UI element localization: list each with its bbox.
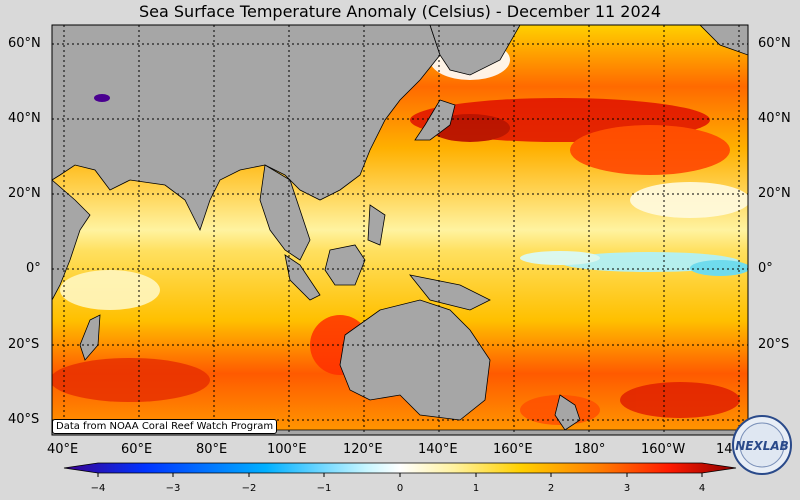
cold-lake-patch xyxy=(94,94,110,102)
lat-label-right: 0° xyxy=(758,261,773,276)
land-masses xyxy=(52,25,748,435)
map-frame xyxy=(51,24,749,436)
colorbar-ticks xyxy=(97,473,703,477)
lat-label-right: 40°N xyxy=(758,111,791,126)
graticule xyxy=(52,25,748,435)
colorbar-tick-label: −1 xyxy=(316,483,332,494)
colorbar-tick-label: 0 xyxy=(396,483,404,494)
lat-label-right: 20°S xyxy=(758,337,790,352)
lon-label: 140°E xyxy=(418,442,458,457)
data-credit: Data from NOAA Coral Reef Watch Program xyxy=(52,419,278,434)
colorbar-tick-label: 4 xyxy=(698,483,706,494)
lat-label-left: 20°S xyxy=(8,337,40,352)
colorbar-tick-label: −3 xyxy=(165,483,181,494)
lat-label-left: 40°S xyxy=(8,412,40,427)
lon-label: 100°E xyxy=(267,442,307,457)
colorbar-tick-label: 2 xyxy=(547,483,555,494)
lat-label-left: 0° xyxy=(26,261,41,276)
nexlab-logo-icon: NEXLAB xyxy=(732,415,792,475)
lat-label-left: 60°N xyxy=(8,36,41,51)
colorbar-tick-label: −4 xyxy=(90,483,106,494)
lon-label: 60°E xyxy=(121,442,153,457)
colorbar-tick-label: 1 xyxy=(472,483,480,494)
colorbar-tick-label: 3 xyxy=(623,483,631,494)
lat-label-left: 40°N xyxy=(8,111,41,126)
lat-label-left: 20°N xyxy=(8,186,41,201)
lon-label: 180° xyxy=(574,442,606,457)
lon-label: 160°W xyxy=(641,442,686,457)
colorbar xyxy=(63,462,737,474)
lon-label: 80°E xyxy=(196,442,228,457)
colorbar-tick-label: −2 xyxy=(241,483,257,494)
map-title: Sea Surface Temperature Anomaly (Celsius… xyxy=(139,2,661,21)
lon-label: 40°E xyxy=(47,442,79,457)
lat-label-right: 20°N xyxy=(758,186,791,201)
lon-label: 160°E xyxy=(493,442,533,457)
lon-label: 120°E xyxy=(343,442,383,457)
lat-label-right: 60°N xyxy=(758,36,791,51)
lon-label: 14 xyxy=(716,442,733,457)
logo-text: NEXLAB xyxy=(735,439,789,453)
